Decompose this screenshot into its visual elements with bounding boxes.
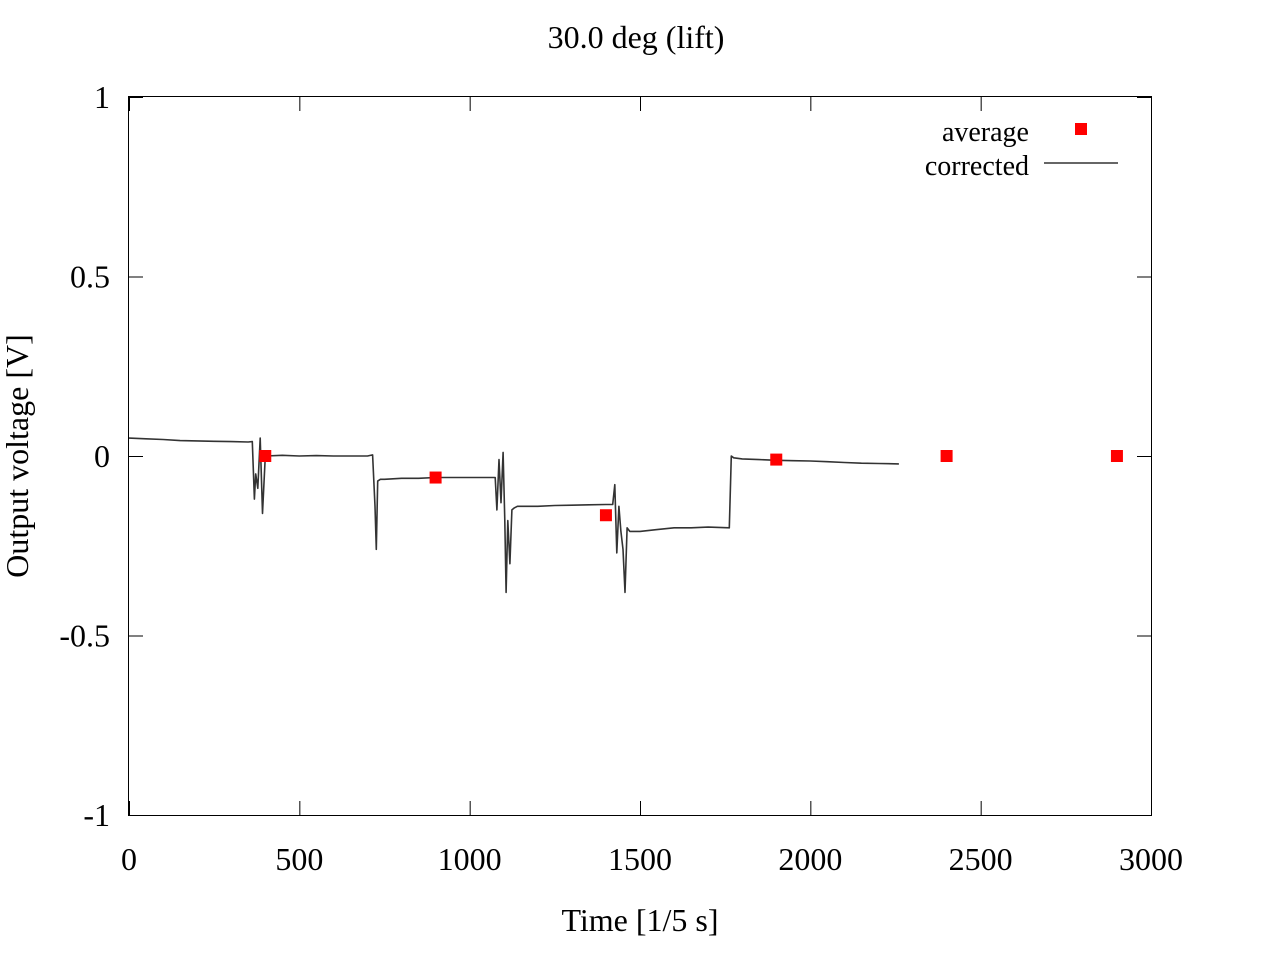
x-tick-label: 3000 [1119, 841, 1183, 877]
legend-label-average: average [942, 117, 1029, 148]
axis-tick-labels: 0 500 1000 1500 2000 2500 3000 1 0.5 0 -0.5 -1 [59, 79, 1183, 877]
x-tick-label: 1500 [608, 841, 672, 877]
y-axis-label: Output voltage [V] [0, 334, 35, 578]
legend: average corrected [925, 117, 1118, 182]
average-point [599, 509, 612, 522]
y-tick-label: 0.5 [70, 259, 110, 295]
average-point [770, 453, 783, 466]
x-tick-label: 1000 [438, 841, 502, 877]
average-point [429, 471, 442, 484]
y-tick-label: -0.5 [59, 618, 110, 654]
average-point [259, 450, 272, 462]
average-point [940, 450, 953, 462]
x-tick-label: 500 [275, 841, 323, 877]
series-average-points [259, 450, 1123, 522]
x-tick-label: 2000 [778, 841, 842, 877]
y-tick-label: 1 [94, 79, 110, 115]
series-corrected-line [128, 437, 899, 594]
x-tick-label: 0 [121, 841, 137, 877]
axis-ticks [129, 97, 1152, 816]
x-tick-label: 2500 [949, 841, 1013, 877]
x-axis-label: Time [1/5 s] [561, 902, 718, 938]
plot-frame [128, 96, 1152, 816]
y-tick-label: 0 [94, 438, 110, 474]
average-point [1110, 450, 1123, 462]
legend-marker-average [1075, 123, 1087, 135]
plot-area [128, 437, 1123, 594]
y-tick-label: -1 [83, 797, 110, 833]
chart-title: 30.0 deg (lift) [548, 19, 725, 55]
legend-label-corrected: corrected [925, 151, 1029, 182]
